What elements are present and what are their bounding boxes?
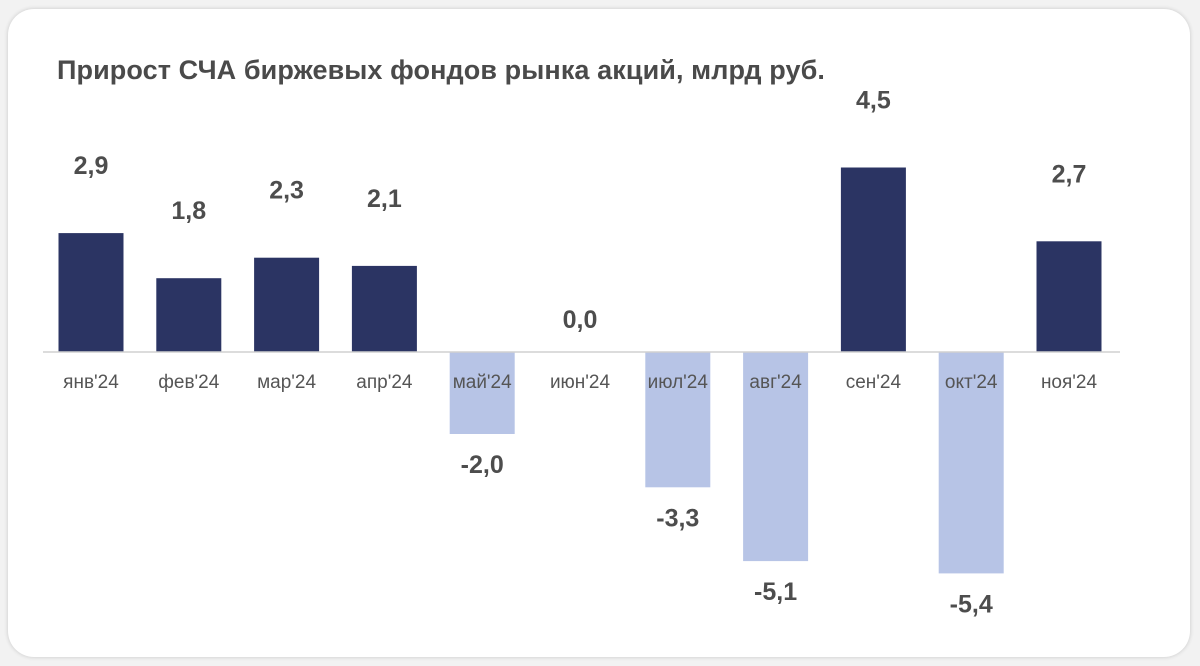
value-label-8: 4,5 (856, 87, 891, 115)
value-label-9: -5,4 (950, 590, 993, 618)
value-label-2: 2,3 (269, 177, 304, 205)
category-label-0: янв'24 (63, 372, 119, 393)
category-label-2: мар'24 (257, 372, 316, 393)
bar-4 (449, 352, 515, 434)
value-label-6: -3,3 (656, 504, 699, 532)
category-label-6: июл'24 (648, 372, 709, 393)
category-label-9: окт'24 (945, 372, 998, 393)
bar-0 (58, 233, 124, 352)
value-label-7: -5,1 (754, 578, 797, 606)
category-label-10: ноя'24 (1041, 372, 1098, 393)
bar-10 (1036, 241, 1102, 352)
bar-9 (938, 352, 1004, 574)
value-label-3: 2,1 (367, 185, 402, 213)
category-label-7: авг'24 (749, 372, 802, 393)
value-label-1: 1,8 (171, 197, 206, 225)
category-label-8: сен'24 (846, 372, 902, 393)
category-label-4: май'24 (453, 372, 512, 393)
category-label-5: июн'24 (550, 372, 611, 393)
chart-title: Прирост СЧА биржевых фондов рынка акций,… (57, 55, 825, 85)
value-label-10: 2,7 (1052, 160, 1087, 188)
bar-7 (743, 352, 809, 562)
value-label-4: -2,0 (461, 451, 504, 479)
bar-6 (645, 352, 711, 488)
bar-1 (156, 278, 222, 352)
bar-2 (254, 257, 320, 352)
category-label-1: фев'24 (158, 372, 219, 393)
bar-3 (351, 265, 417, 352)
category-label-3: апр'24 (356, 372, 413, 393)
value-label-0: 2,9 (74, 152, 109, 180)
value-label-5: 0,0 (563, 306, 598, 334)
bar-8 (840, 167, 906, 352)
